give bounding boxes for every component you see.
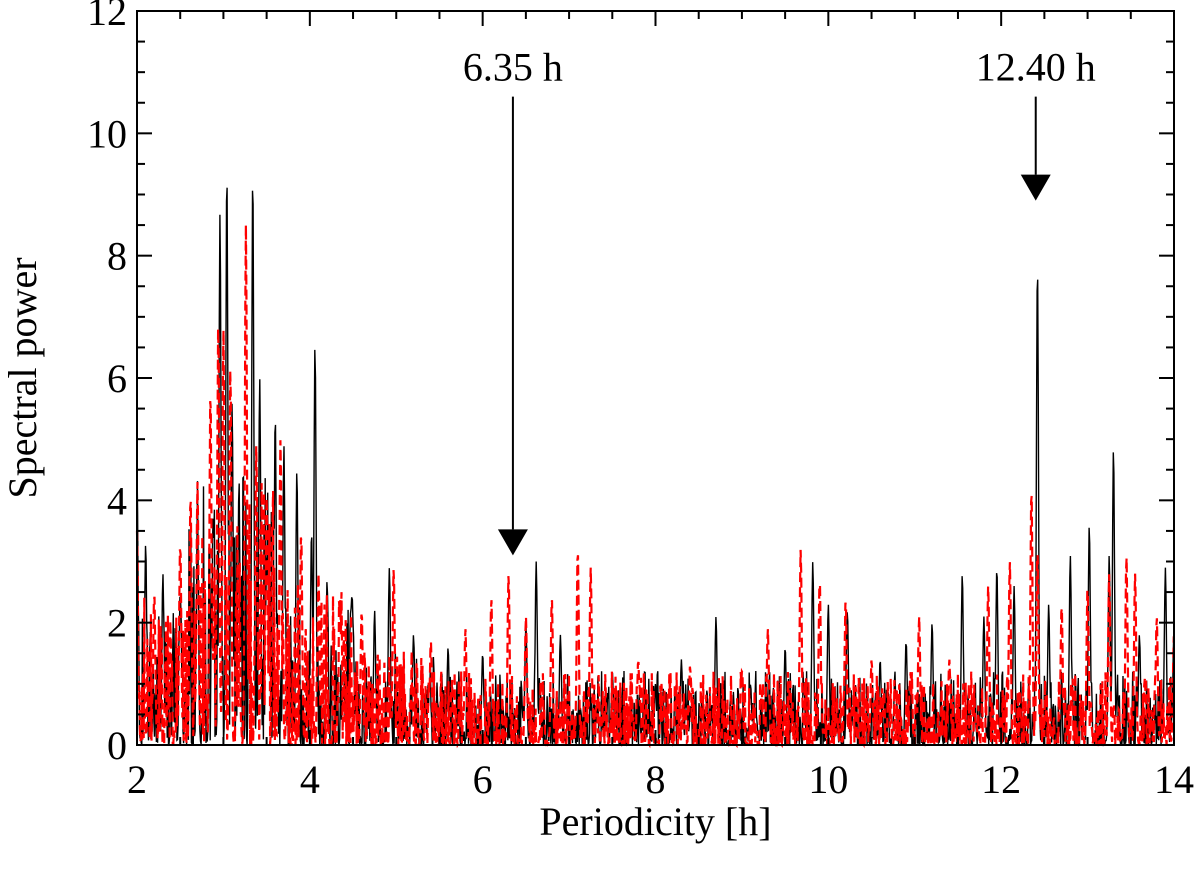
x-tick-label: 6: [473, 757, 493, 802]
y-axis-title: Spectral power: [0, 257, 45, 498]
annotation-layer: 6.35 h 12.40 h: [463, 45, 1096, 556]
y-tick-label: 8: [107, 234, 127, 279]
x-tick-label: 12: [981, 757, 1021, 802]
plot-frame: [136, 10, 1175, 746]
y-tick-label: 10: [87, 111, 127, 156]
y-tick-label: 12: [87, 0, 127, 34]
y-tick-label: 2: [107, 601, 127, 646]
annotation-label-1: 12.40 h: [976, 45, 1096, 90]
series-solid-line: [136, 187, 1175, 747]
x-tick-label: 2: [127, 757, 147, 802]
arrow-head-1: [1020, 174, 1051, 201]
y-tick-label: 6: [107, 356, 127, 401]
x-tick-label: 4: [300, 757, 320, 802]
arrow-head-0: [497, 529, 528, 556]
y-tick-label: 0: [107, 723, 127, 768]
x-tick-label: 14: [1154, 757, 1194, 802]
x-tick-label: 10: [808, 757, 848, 802]
y-tick-label: 4: [107, 478, 127, 523]
annotation-label-0: 6.35 h: [463, 45, 563, 90]
series-layer: [135, 187, 1175, 749]
x-tick-label: 8: [646, 757, 666, 802]
x-axis-title: Periodicity [h]: [539, 799, 771, 844]
